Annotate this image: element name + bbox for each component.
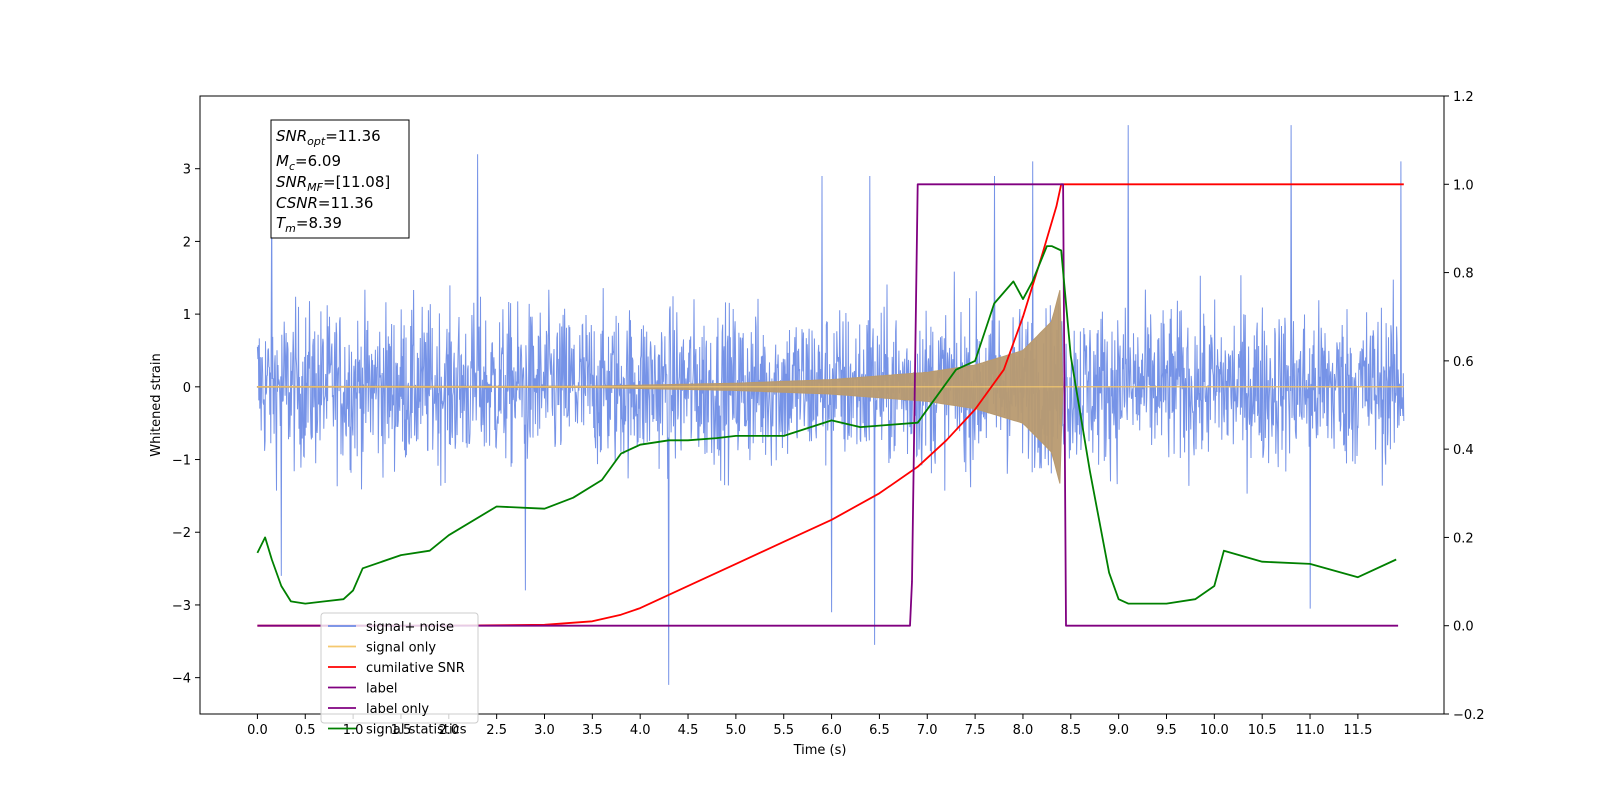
info-tm: Tm=8.39 <box>276 214 342 235</box>
legend-label: signal statistics <box>366 723 467 738</box>
y2-tick-label: 0.4 <box>1453 443 1474 458</box>
y2-tick-label: 0.2 <box>1453 531 1474 546</box>
y2-tick-label: 1.0 <box>1453 178 1474 193</box>
x-tick-label: 6.5 <box>869 723 890 738</box>
info-box: SNRopt=11.36 Mc=6.09 SNRMF=[11.08] CSNR=… <box>270 119 410 239</box>
x-tick-label: 6.0 <box>821 723 842 738</box>
x-axis: 0.0 0.5 1.0 1.5 2.0 2.5 3.0 3.5 4.0 4.5 5.0 5.5 6.0 6… <box>247 714 1372 738</box>
series-layer <box>256 125 1405 685</box>
x-tick-label: 0.0 <box>247 723 268 738</box>
y-axis-right: 1.2 1.0 0.8 0.6 0.4 0.2 0.0 −0.2 <box>1444 90 1485 723</box>
x-tick-label: 5.5 <box>773 723 794 738</box>
x-tick-label: 4.5 <box>678 723 699 738</box>
x-tick-label: 8.0 <box>1013 723 1034 738</box>
x-tick-label: 1.5 <box>391 723 412 738</box>
y-tick-label: −3 <box>172 599 191 614</box>
x-tick-label: 8.5 <box>1060 723 1081 738</box>
y-tick-label: 3 <box>183 163 191 178</box>
plot-frame <box>199 95 1445 715</box>
legend: signal+ noise signal only cumilative SNR la… <box>320 612 479 738</box>
info-csnr: CSNR=11.36 <box>276 194 373 212</box>
y-tick-label: −4 <box>172 672 191 687</box>
y2-tick-label: 0.8 <box>1453 267 1474 282</box>
x-tick-label: 7.0 <box>917 723 938 738</box>
x-tick-label: 2.5 <box>486 723 507 738</box>
y-tick-label: −2 <box>172 526 191 541</box>
x-tick-label: 11.0 <box>1296 723 1325 738</box>
x-tick-label: 4.0 <box>630 723 651 738</box>
y2-tick-label: −0.2 <box>1453 708 1485 723</box>
y-tick-label: 1 <box>183 308 191 323</box>
x-tick-label: 0.5 <box>295 723 316 738</box>
legend-label: signal only <box>366 641 436 656</box>
x-tick-label: 11.5 <box>1343 723 1372 738</box>
x-tick-label: 2.0 <box>438 723 459 738</box>
legend-label: cumilative SNR <box>366 661 465 676</box>
series-signal-noise-line <box>256 125 1405 685</box>
y2-tick-label: 0.0 <box>1453 620 1474 635</box>
x-tick-label: 5.0 <box>726 723 747 738</box>
x-tick-label: 9.0 <box>1108 723 1129 738</box>
y-axis-left: 3 2 1 0 −1 −2 −3 −4 <box>172 163 200 687</box>
legend-label: signal+ noise <box>366 620 454 635</box>
x-tick-label: 7.5 <box>965 723 986 738</box>
legend-label: label <box>366 682 397 697</box>
series-label-line <box>257 183 1399 627</box>
y-axis-label: Whitened strain <box>149 353 164 456</box>
legend-label: label only <box>366 702 429 717</box>
info-snr-opt: SNRopt=11.36 <box>276 127 381 148</box>
x-axis-label: Time (s) <box>793 743 847 758</box>
x-tick-label: 3.5 <box>582 723 603 738</box>
y2-tick-label: 1.2 <box>1453 90 1474 105</box>
x-tick-label: 1.0 <box>343 723 364 738</box>
y-tick-label: 0 <box>183 381 191 396</box>
series-signal-statistics-line <box>256 245 1397 605</box>
y-tick-label: −1 <box>172 454 191 469</box>
x-tick-label: 10.0 <box>1200 723 1229 738</box>
info-mc: Mc=6.09 <box>276 152 341 173</box>
y-tick-label: 2 <box>183 235 191 250</box>
x-tick-label: 3.0 <box>534 723 555 738</box>
y2-tick-label: 0.6 <box>1453 355 1474 370</box>
info-snr-mf: SNRMF=[11.08] <box>276 173 390 194</box>
x-tick-label: 10.5 <box>1248 723 1277 738</box>
x-tick-label: 9.5 <box>1156 723 1177 738</box>
